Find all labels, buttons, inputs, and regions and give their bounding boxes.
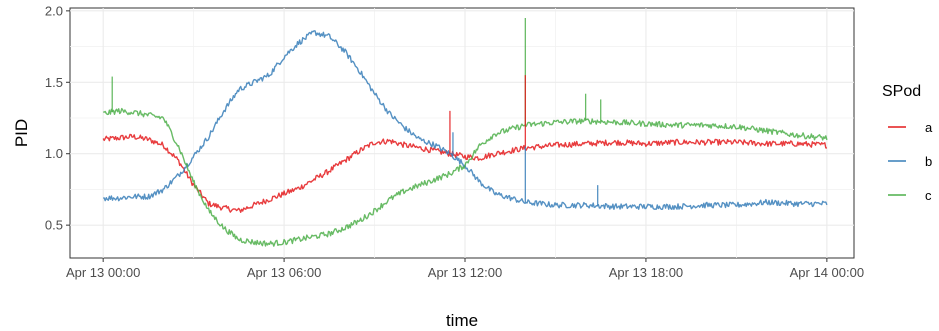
series-layer	[102, 18, 828, 247]
x-tick-label: Apr 13 12:00	[428, 265, 502, 280]
plot-panel	[69, 7, 855, 259]
x-tick-label: Apr 13 00:00	[66, 265, 140, 280]
x-axis-ticks: Apr 13 00:00 Apr 13 06:00 Apr 13 12:00 Apr …	[66, 258, 864, 280]
legend-label-b: b	[925, 154, 932, 169]
y-tick-label: 2.0	[45, 3, 63, 18]
series-line-c	[103, 107, 828, 247]
series-line-a	[102, 133, 827, 214]
x-tick-label: Apr 13 18:00	[609, 265, 683, 280]
legend-label-c: c	[925, 188, 932, 203]
y-tick-label: 0.5	[45, 218, 63, 233]
legend: SPod a b c	[882, 83, 933, 203]
x-tick-label: Apr 14 00:00	[790, 265, 864, 280]
y-axis-title: PID	[12, 119, 31, 147]
grid-minor	[70, 8, 854, 258]
x-tick-label: Apr 13 06:00	[247, 265, 321, 280]
legend-items: a b c	[888, 120, 933, 203]
grid-major	[70, 8, 854, 258]
legend-title: SPod	[882, 83, 921, 100]
y-tick-label: 1.5	[45, 75, 63, 90]
y-tick-label: 1.0	[45, 146, 63, 161]
legend-label-a: a	[925, 120, 933, 135]
x-axis-title: time	[446, 311, 478, 330]
y-axis-ticks: 0.5 1.0 1.5 2.0	[45, 3, 70, 233]
